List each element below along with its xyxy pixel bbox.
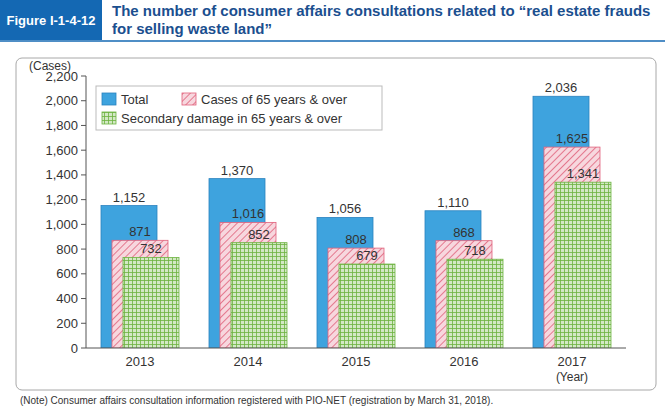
title-line: for selling waste land”: [112, 20, 272, 37]
data-label: 808: [345, 232, 367, 247]
y-tick-label: 2,000: [45, 93, 78, 108]
legend-label: Cases of 65 years & over: [201, 92, 348, 107]
bar: [555, 182, 611, 348]
data-label: 1,110: [437, 195, 469, 210]
data-label: 1,625: [556, 131, 589, 146]
x-axis: [86, 348, 626, 349]
y-tick-label: 800: [56, 242, 78, 257]
data-label: 871: [129, 224, 151, 239]
bar: [447, 259, 503, 348]
y-tick: [81, 273, 86, 274]
legend: Total Cases of 65 years & over Secondary d…: [96, 86, 382, 130]
x-axis-label: (Year): [556, 370, 588, 384]
note: (Note) Consumer affairs consultation inf…: [20, 395, 493, 406]
x-tick-label: 2015: [342, 354, 371, 369]
x-tick-label: 2017: [558, 354, 587, 369]
bar: [231, 243, 287, 348]
figure-label-box: [0, 0, 102, 40]
header-rule: [0, 40, 665, 42]
legend-label: Total: [121, 92, 149, 107]
y-tick: [81, 348, 86, 349]
legend-swatch: [102, 93, 116, 105]
figure-label: Figure I-1-4-12: [7, 13, 96, 28]
y-tick-label: 1,200: [45, 192, 78, 207]
y-tick: [81, 249, 86, 250]
data-label: 1,016: [232, 206, 265, 221]
y-tick-label: 1,800: [45, 118, 78, 133]
data-label: 1,341: [567, 166, 600, 181]
y-axis-label: (Cases): [29, 59, 71, 73]
title: The number of consumer affairs consultat…: [112, 2, 650, 37]
x-tick-label: 2013: [126, 354, 155, 369]
bars: [101, 96, 611, 348]
x-tick-label: 2016: [450, 354, 479, 369]
data-label: 1,370: [221, 163, 254, 178]
data-label: 2,036: [545, 80, 578, 95]
y-tick: [81, 76, 86, 77]
chart: Figure I-1-4-12 The number of consumer af…: [0, 0, 665, 412]
y-tick-label: 600: [56, 266, 78, 281]
y-tick-label: 200: [56, 316, 78, 331]
bar: [339, 264, 395, 348]
x-tick-label: 2014: [234, 354, 263, 369]
data-label: 868: [453, 225, 475, 240]
panel: [16, 58, 656, 390]
y-tick: [81, 150, 86, 151]
y-tick: [81, 125, 86, 126]
y-tick-label: 0: [71, 341, 78, 356]
y-tick: [81, 224, 86, 225]
legend-swatch: [182, 93, 196, 105]
y-tick-label: 400: [56, 291, 78, 306]
y-tick-label: 1,600: [45, 143, 78, 158]
data-label: 1,152: [113, 190, 146, 205]
y-tick: [81, 323, 86, 324]
data-label: 718: [464, 243, 486, 258]
data-label: 679: [356, 248, 378, 263]
y-tick: [81, 100, 86, 101]
legend-label: Secondary damage in 65 years & over: [121, 111, 343, 126]
title-line: The number of consumer affairs consultat…: [112, 2, 650, 19]
legend-swatch: [102, 112, 116, 124]
y-tick: [81, 298, 86, 299]
y-axis: [86, 76, 87, 348]
y-tick-label: 1,400: [45, 167, 78, 182]
bar: [123, 257, 179, 348]
data-label: 732: [140, 241, 162, 256]
y-tick: [81, 199, 86, 200]
y-tick-label: 1,000: [45, 217, 78, 232]
data-label: 1,056: [329, 201, 362, 216]
legend-box: [96, 86, 382, 130]
data-label: 852: [248, 227, 270, 242]
y-tick: [81, 174, 86, 175]
